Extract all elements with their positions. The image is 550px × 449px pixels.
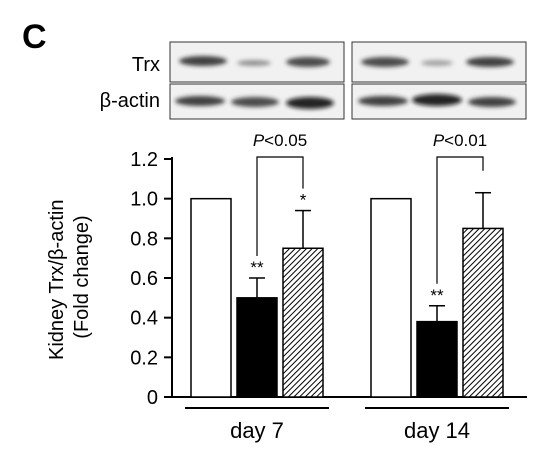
bar-hatched [282, 247, 324, 398]
y-tick-label: 0.4 [130, 308, 158, 330]
blot-band [421, 60, 453, 66]
y-tick-label: 0.8 [130, 228, 158, 250]
blot-band [468, 97, 516, 107]
bar-white [370, 197, 412, 398]
blot-band [175, 96, 225, 106]
group-label: day 7 [230, 418, 284, 443]
comparison-label: P<0.05 [253, 131, 307, 150]
bar-black [416, 320, 458, 398]
bar-black [236, 297, 278, 398]
y-ticks: 0 0.2 0.4 0.6 0.8 1.0 1.2 [130, 149, 172, 409]
y-tick-label: 0.2 [130, 347, 158, 369]
blot-band [286, 97, 334, 109]
significance-mark: * [300, 191, 307, 210]
blot-band [466, 57, 514, 67]
blot-band [286, 57, 330, 67]
annotations: ***P<0.05**P<0.01 [250, 131, 487, 305]
blot-band [358, 96, 408, 106]
blot-band [237, 60, 271, 66]
group-label: day 14 [404, 418, 470, 443]
y-axis-title: Kidney Trx/β-actin (Fold change) [46, 194, 93, 360]
significance-mark: ** [430, 286, 444, 305]
y-axis-title-line1: Kidney Trx/β-actin [46, 200, 68, 360]
panel-label: C [22, 18, 47, 56]
group-labels: day 7 day 14 [185, 407, 509, 443]
comparison-p: P [253, 131, 265, 150]
significance-mark: ** [250, 258, 264, 277]
y-axis-title-line2: (Fold change) [71, 215, 93, 338]
y-tick-label: 1.0 [130, 189, 158, 211]
comparison-threshold: <0.05 [264, 131, 307, 150]
blot-label-beta-actin: β-actin [100, 90, 160, 112]
y-tick-label: 0.6 [130, 268, 158, 290]
comparison-threshold: <0.01 [444, 131, 487, 150]
bars [190, 191, 504, 398]
western-blot: Trx β-actin [100, 41, 527, 120]
comparison-bracket [256, 156, 304, 256]
y-tick-label: 1.2 [130, 149, 158, 171]
bar-white [190, 197, 232, 398]
y-tick-label: 0 [147, 387, 158, 409]
blot-band [412, 94, 462, 106]
comparison-bracket [436, 156, 484, 284]
blot-label-trx: Trx [132, 54, 160, 76]
comparison-p: P [433, 131, 445, 150]
blot-band [231, 97, 279, 107]
blot-band [179, 56, 227, 66]
comparison-label: P<0.01 [433, 131, 487, 150]
bar-hatched [462, 227, 504, 398]
blot-band [361, 57, 409, 67]
